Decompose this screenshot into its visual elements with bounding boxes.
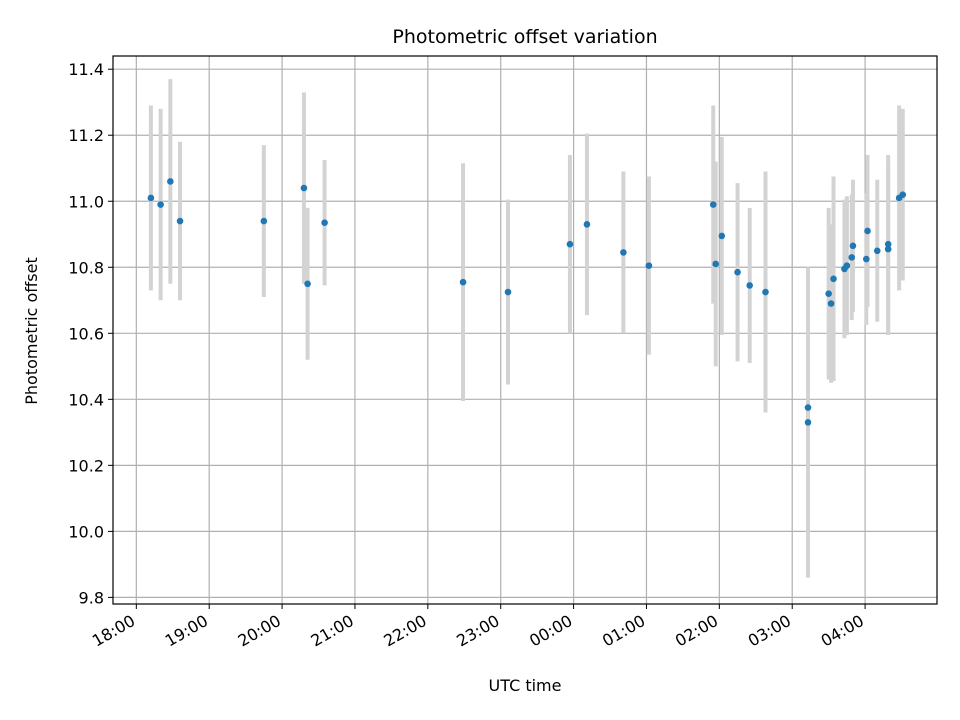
data-point [830, 275, 837, 283]
y-tick-label: 11.2 [68, 126, 104, 145]
plot-frame [112, 55, 938, 605]
y-tick-label: 9.8 [79, 588, 104, 607]
x-axis-label: UTC time [489, 676, 562, 695]
data-point [804, 404, 812, 411]
y-tick-label: 11.4 [68, 60, 104, 79]
y-axis-ticks: 9.8 10.0 10.2 10.4 10.6 10.8 11.0 11.2 11.4 [68, 60, 113, 607]
data-point [620, 249, 627, 256]
data-point [825, 290, 832, 297]
data-point [843, 262, 851, 269]
data-point [712, 260, 719, 268]
data-point [899, 191, 907, 198]
data-point [848, 254, 856, 261]
data-point [504, 288, 512, 296]
data-point [321, 219, 328, 227]
y-tick-label: 10.6 [68, 324, 104, 343]
data-point [849, 242, 857, 250]
data-point [762, 288, 769, 296]
data-point [157, 201, 164, 208]
data-point [459, 278, 467, 286]
grid [113, 56, 937, 604]
data-point [176, 217, 184, 225]
y-tick-label: 10.2 [68, 456, 104, 475]
data-points [147, 178, 907, 426]
data-point [645, 262, 653, 269]
data-point [884, 245, 892, 253]
data-point [804, 419, 812, 426]
y-axis-label: Photometric offset [22, 257, 41, 405]
data-point [873, 247, 881, 255]
chart-title: Photometric offset variation [392, 26, 657, 48]
data-point [734, 268, 741, 276]
y-tick-label: 10.8 [68, 258, 104, 277]
data-point [167, 178, 174, 185]
data-point [304, 280, 311, 288]
data-point [827, 300, 835, 307]
data-point [583, 221, 591, 228]
data-point [709, 201, 717, 208]
data-point [863, 255, 870, 263]
data-point [147, 194, 155, 202]
data-point [300, 184, 308, 192]
y-tick-label: 10.0 [68, 522, 104, 541]
data-point [864, 227, 871, 235]
y-tick-label: 11.0 [68, 192, 104, 211]
data-point [566, 240, 574, 248]
data-point [746, 282, 754, 289]
data-point [718, 232, 726, 240]
y-tick-label: 10.4 [68, 390, 104, 409]
data-point [260, 217, 268, 225]
data-point [884, 240, 892, 248]
